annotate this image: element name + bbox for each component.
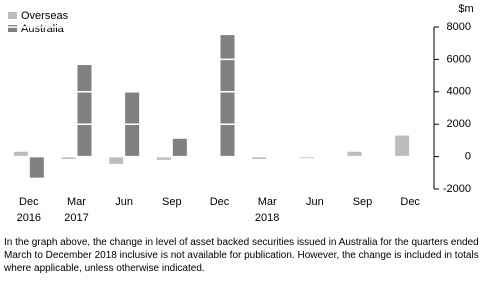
legend-swatch [8,12,17,19]
x-year-label: 2017 [64,212,88,224]
x-tick-label: Jun [306,196,324,208]
x-year-label: 2016 [17,212,41,224]
y-tick-label: 4000 [447,86,471,98]
x-tick-label: Dec [210,196,230,208]
y-tick-label: -2000 [443,183,471,195]
x-tick-label: Jun [115,196,133,208]
bar [29,156,44,178]
y-tick-label: 8000 [447,21,471,33]
legend-label: Overseas [21,10,69,22]
legend-label: Australia [21,23,65,35]
bar [395,135,410,157]
x-tick-label: Dec [400,196,420,208]
bar [220,35,235,157]
y-tick-label: 6000 [447,53,471,65]
y-tick-label: 0 [465,151,471,163]
bar [156,156,171,160]
legend-swatch [8,25,17,32]
bar [77,65,92,157]
y-tick-label: 2000 [447,118,471,130]
x-tick-label: Dec [19,196,39,208]
bar [299,156,314,159]
bar [172,138,187,157]
x-tick-label: Sep [162,196,182,208]
x-tick-label: Sep [353,196,373,208]
y-axis-label: $m [458,3,473,15]
bar [109,156,124,164]
x-tick-label: Mar [258,196,277,208]
footnote: In the graph above, the change in level … [4,237,479,274]
bar [61,156,76,160]
x-tick-label: Mar [67,196,86,208]
bar [13,151,28,157]
bar [252,156,267,160]
bar [347,151,362,157]
x-year-label: 2018 [255,212,279,224]
